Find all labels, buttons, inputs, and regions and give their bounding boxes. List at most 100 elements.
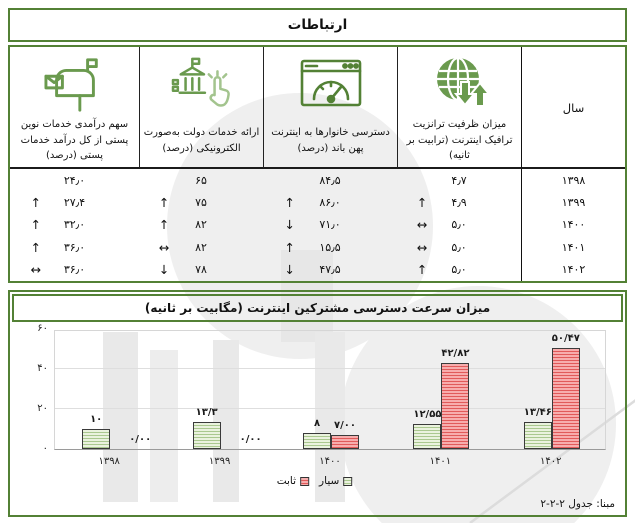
cell-value: ۳۶٫۰ xyxy=(63,240,86,254)
trend-arrow-up: ↑ xyxy=(30,239,42,255)
x-axis-label: ۱۴۰۲ xyxy=(540,456,562,467)
cell-value: ۴٫۷ xyxy=(451,173,467,187)
table-section: سال میزان ظرفیت ترانزیت ترافیک اینترنت (… xyxy=(8,45,627,283)
chart-title-bar: میزان سرعت دسترسی مشترکین اینترنت (مگابی… xyxy=(12,294,623,322)
table-cell-broadband-row4: ۴۷٫۵ ↓ xyxy=(263,259,397,281)
trend-arrow-steady: ↔ xyxy=(30,262,42,278)
bar-value-label-sayyar: ۱۲/۵۵ xyxy=(413,409,442,420)
y-axis-tick: ۴۰ xyxy=(37,363,48,374)
trend-arrow-up: ↑ xyxy=(158,217,170,233)
watermark-bar xyxy=(213,340,239,502)
cell-value: ۵٫۰ xyxy=(451,263,467,277)
bar-sayyar xyxy=(82,429,111,449)
chart-title: میزان سرعت دسترسی مشترکین اینترنت (مگابی… xyxy=(144,301,491,315)
bar-sayyar xyxy=(192,422,221,449)
cell-value: ۸۲ xyxy=(195,218,207,232)
trend-arrow-up: ↑ xyxy=(416,262,428,278)
gridline-40 xyxy=(55,368,605,369)
bar-sayyar xyxy=(413,424,442,449)
watermark-bar xyxy=(103,332,138,502)
column-header-label-year: سال xyxy=(562,100,585,115)
table-cell-broadband-row0: ۸۴٫۵ xyxy=(263,169,397,191)
legend-item-ثابت: ثابت xyxy=(276,475,310,487)
table-cell-postal-row3: ۳۶٫۰ ↑ xyxy=(10,236,139,258)
x-axis-label: ۱۴۰۰ xyxy=(319,456,341,467)
chart-legend: ثابت سیار xyxy=(277,475,359,487)
cell-value: ۵٫۰ xyxy=(451,218,467,232)
legend-label: ثابت xyxy=(276,475,297,487)
bar-sabet xyxy=(551,348,580,449)
column-header-egov: ارائه خدمات دولت به‌صورت الکترونیکی (درص… xyxy=(139,47,263,169)
speedometer-browser-icon xyxy=(299,52,363,116)
mailbox-icon xyxy=(43,52,106,116)
source-note: مبنا: جدول ۲-۲-۲ xyxy=(540,498,615,510)
table-cell-postal-row0: ۲۴٫۰ xyxy=(10,169,139,191)
chart-section: میزان سرعت دسترسی مشترکین اینترنت (مگابی… xyxy=(8,290,627,517)
bar-value-label-sabet: ۴۲/۸۲ xyxy=(441,348,470,359)
bar-value-label-sabet: ۷/۰۰ xyxy=(334,420,356,431)
trend-arrow-up: ↑ xyxy=(30,195,42,211)
trend-arrow-steady: ↔ xyxy=(158,239,170,255)
legend-swatch-green xyxy=(343,476,353,486)
cell-value: ۲۴٫۰ xyxy=(63,173,86,187)
table-cell-year-row0: ۱۳۹۸ xyxy=(521,169,625,192)
cell-value: ۴٫۹ xyxy=(451,196,467,210)
trend-arrow-up: ↑ xyxy=(416,195,428,211)
table-cell-postal-row2: ۳۲٫۰ ↑ xyxy=(10,214,139,236)
bar-sabet xyxy=(441,363,470,449)
trend-arrow-up: ↑ xyxy=(158,195,170,211)
cell-value: ۱۵٫۵ xyxy=(319,240,341,254)
bar-value-label-sabet: ۰/۰۰ xyxy=(239,434,262,445)
column-header-broadband: دسترسی خانوارها به اینترنت پهن باند (درص… xyxy=(263,47,397,169)
bar-value-label-sayyar: ۱۰ xyxy=(90,414,103,425)
table-cell-broadband-row1: ۸۶٫۰ ↑ xyxy=(263,191,397,213)
table-cell-egov-row3: ۸۲ ↔ xyxy=(139,236,263,258)
table-cell-transit-row3: ۵٫۰ ↔ xyxy=(397,236,521,258)
table-cell-egov-row0: ۶۵ xyxy=(139,169,263,191)
trend-arrow-up: ↑ xyxy=(284,239,295,255)
watermark-square xyxy=(281,250,333,342)
legend-swatch-red xyxy=(300,476,310,486)
cell-value: ۸۴٫۵ xyxy=(319,173,341,187)
table-cell-year-row2: ۱۴۰۰ xyxy=(521,213,625,237)
cell-value: ۷۵ xyxy=(195,196,207,210)
bar-value-label-sabet: ۵۰/۴۷ xyxy=(551,333,580,344)
table-cell-postal-row4: ۳۶٫۰ ↔ xyxy=(10,259,139,281)
table-cell-egov-row2: ۸۲ ↑ xyxy=(139,214,263,236)
trend-arrow-down: ↓ xyxy=(284,217,295,233)
trend-arrow-steady: ↔ xyxy=(416,217,428,233)
y-axis-tick: ۰ xyxy=(42,443,48,454)
trend-arrow-steady: ↔ xyxy=(416,239,428,255)
y-axis-tick: ۲۰ xyxy=(37,403,48,414)
table-cell-transit-row2: ۵٫۰ ↔ xyxy=(397,214,521,236)
cell-value: ۸۲ xyxy=(195,240,207,254)
watermark-diagonal xyxy=(469,399,635,523)
table-title-bar: ارتباطات xyxy=(8,8,627,42)
bar-value-label-sayyar: ۱۳/۴۶ xyxy=(523,407,552,418)
cell-value: ۳۲٫۰ xyxy=(63,218,86,232)
cell-value: ۷۸ xyxy=(195,263,207,277)
watermark-circle xyxy=(167,93,433,359)
table-cell-broadband-row2: ۷۱٫۰ ↓ xyxy=(263,214,397,236)
trend-arrow-down: ↓ xyxy=(158,262,170,278)
table-title: ارتباطات xyxy=(287,17,348,33)
cell-value: ۷۱٫۰ xyxy=(319,218,341,232)
bar-value-label-sayyar: ۱۳/۳ xyxy=(195,407,218,418)
column-header-label-transit: میزان ظرفیت ترانزیت ترافیک اینترنت (تراب… xyxy=(406,119,513,162)
column-header-label-broadband: دسترسی خانوارها به اینترنت پهن باند (درص… xyxy=(271,127,390,154)
cell-value: ۶۵ xyxy=(195,173,207,187)
communications-table: سال میزان ظرفیت ترانزیت ترافیک اینترنت (… xyxy=(10,47,625,281)
legend-item-سیار: سیار xyxy=(319,475,353,487)
bar-value-label-sabet: ۰/۰۰ xyxy=(129,434,152,445)
trend-arrow-up: ↑ xyxy=(30,217,42,233)
column-header-label-postal: سهم درآمدی خدمات نوین پستی از کل درآمد خ… xyxy=(20,119,129,162)
table-cell-year-row4: ۱۴۰۲ xyxy=(521,258,625,281)
legend-label: سیار xyxy=(319,475,340,487)
bar-sayyar xyxy=(303,433,331,449)
cell-value: ۸۶٫۰ xyxy=(319,196,341,210)
chart-plot-area: ۱۰ ۰/۰۰ ۱۳/۳ ۰/۰۰ ۸ ۷/۰۰ ۱۲/۵۵ ۴۲/۸۲ ۱۳/۴۶ ۵۰/۴۷ xyxy=(54,330,606,450)
trend-arrow-down: ↓ xyxy=(284,262,295,278)
cell-value: ۳۶٫۰ xyxy=(63,263,86,277)
column-header-year: سال xyxy=(521,47,625,169)
